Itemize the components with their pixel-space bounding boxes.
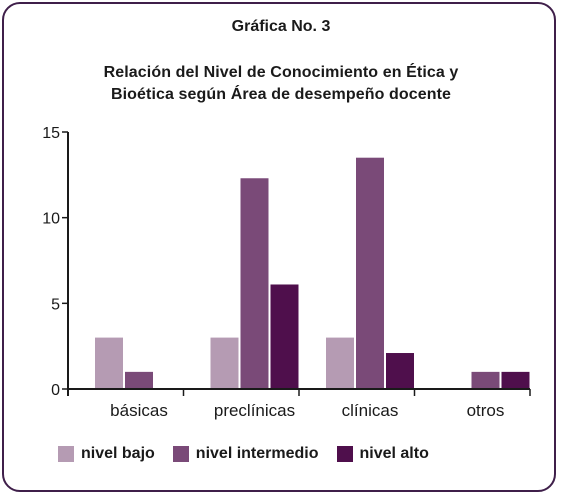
bar-básicas-nivel-bajo: [95, 337, 123, 389]
bar-clínicas-nivel-intermedio: [356, 157, 384, 389]
x-tick-label: básicas: [110, 401, 168, 420]
x-tick-label: clínicas: [342, 401, 399, 420]
chart-title-line-2: Bioética según Área de desempeño docente: [110, 86, 452, 103]
bar-preclínicas-nivel-bajo: [210, 337, 239, 389]
bar-clínicas-nivel-bajo: [326, 337, 354, 389]
legend-label: nivel intermedio: [195, 445, 319, 462]
bar-preclínicas-nivel-intermedio: [240, 178, 269, 389]
y-tick-label: 5: [51, 296, 60, 313]
y-axis: 0 5 10 15: [42, 125, 69, 399]
chart-label: Gráfica No. 3: [231, 18, 331, 35]
chart-title-line-1: Relación del Nivel de Conocimiento en Ét…: [103, 64, 459, 81]
chart-frame: [2, 2, 556, 492]
legend-swatch: [58, 446, 74, 462]
y-tick-label: 10: [42, 211, 60, 228]
bar-otros-nivel-alto: [501, 371, 530, 389]
legend-label: nivel alto: [359, 445, 429, 462]
legend-item-nivel-bajo: nivel bajo: [58, 445, 155, 463]
legend-item-nivel-intermedio: nivel intermedio: [172, 445, 319, 463]
bar-otros-nivel-intermedio: [471, 371, 500, 389]
chart-title: Relación del Nivel de Conocimiento en Ét…: [0, 62, 562, 106]
x-tick-label: preclínicas: [214, 401, 295, 420]
bar-básicas-nivel-intermedio: [125, 371, 153, 389]
legend-swatch: [336, 446, 353, 462]
bar-clínicas-nivel-alto: [386, 353, 414, 389]
x-tick-label: otros: [467, 401, 505, 420]
x-axis: básicas preclínicas clínicas otros: [67, 388, 531, 420]
legend: nivel bajo nivel intermedio nivel alto: [58, 440, 429, 468]
bar-preclínicas-nivel-alto: [270, 284, 299, 389]
legend-item-nivel-alto: nivel alto: [336, 445, 429, 463]
legend-label: nivel bajo: [81, 445, 155, 462]
y-tick-label: 0: [51, 382, 60, 399]
y-tick-label: 15: [42, 125, 60, 142]
legend-swatch: [172, 446, 189, 462]
bars-layer: [95, 157, 530, 389]
